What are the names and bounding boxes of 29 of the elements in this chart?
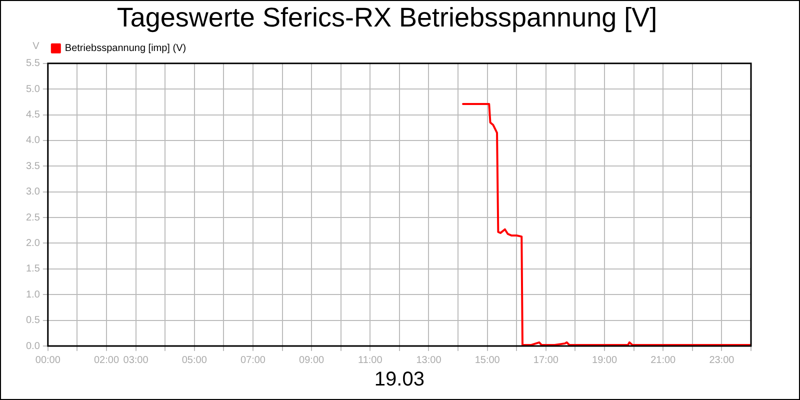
x-tick-label: 07:00 <box>240 354 266 366</box>
x-tick-label: 11:00 <box>358 354 383 366</box>
x-tick-label: 03:00 <box>123 354 149 366</box>
y-tick-label: 4.0 <box>26 135 40 146</box>
x-tick-label: 09:00 <box>299 354 325 366</box>
x-tick-label: 15:00 <box>474 354 500 366</box>
y-tick-label: 1.5 <box>26 264 40 275</box>
x-tick-label: 00:00 <box>35 354 61 366</box>
y-axis-title: V <box>32 41 40 52</box>
x-tick-label: 23:00 <box>709 354 735 366</box>
x-tick-label: 17:00 <box>533 354 559 366</box>
y-tick-label: 2.5 <box>26 212 40 224</box>
y-tick-label: 3.5 <box>26 160 40 172</box>
y-tick-label: 5.5 <box>26 58 40 70</box>
y-tick-label: 2.0 <box>26 238 40 249</box>
x-axis-title: 19.03 <box>374 368 424 391</box>
y-tick-label: 0.5 <box>26 315 40 326</box>
y-tick-label: 4.5 <box>26 110 40 121</box>
x-tick-label: 02:00 <box>94 354 120 366</box>
y-tick-label: 0.0 <box>26 340 40 352</box>
x-tick-label: 21:00 <box>650 354 676 366</box>
y-tick-label: 5.0 <box>26 84 40 95</box>
x-tick-label: 05:00 <box>182 354 208 366</box>
y-tick-label: 1.0 <box>26 289 40 300</box>
legend-label: Betriebsspannung [imp] (V) <box>64 43 186 54</box>
y-tick-label: 3.0 <box>26 186 40 198</box>
x-tick-label: 13:00 <box>416 354 442 366</box>
x-tick-label: 19:00 <box>592 354 618 366</box>
chart-title: Tageswerte Sferics-RX Betriebsspannung [V] <box>116 2 658 33</box>
